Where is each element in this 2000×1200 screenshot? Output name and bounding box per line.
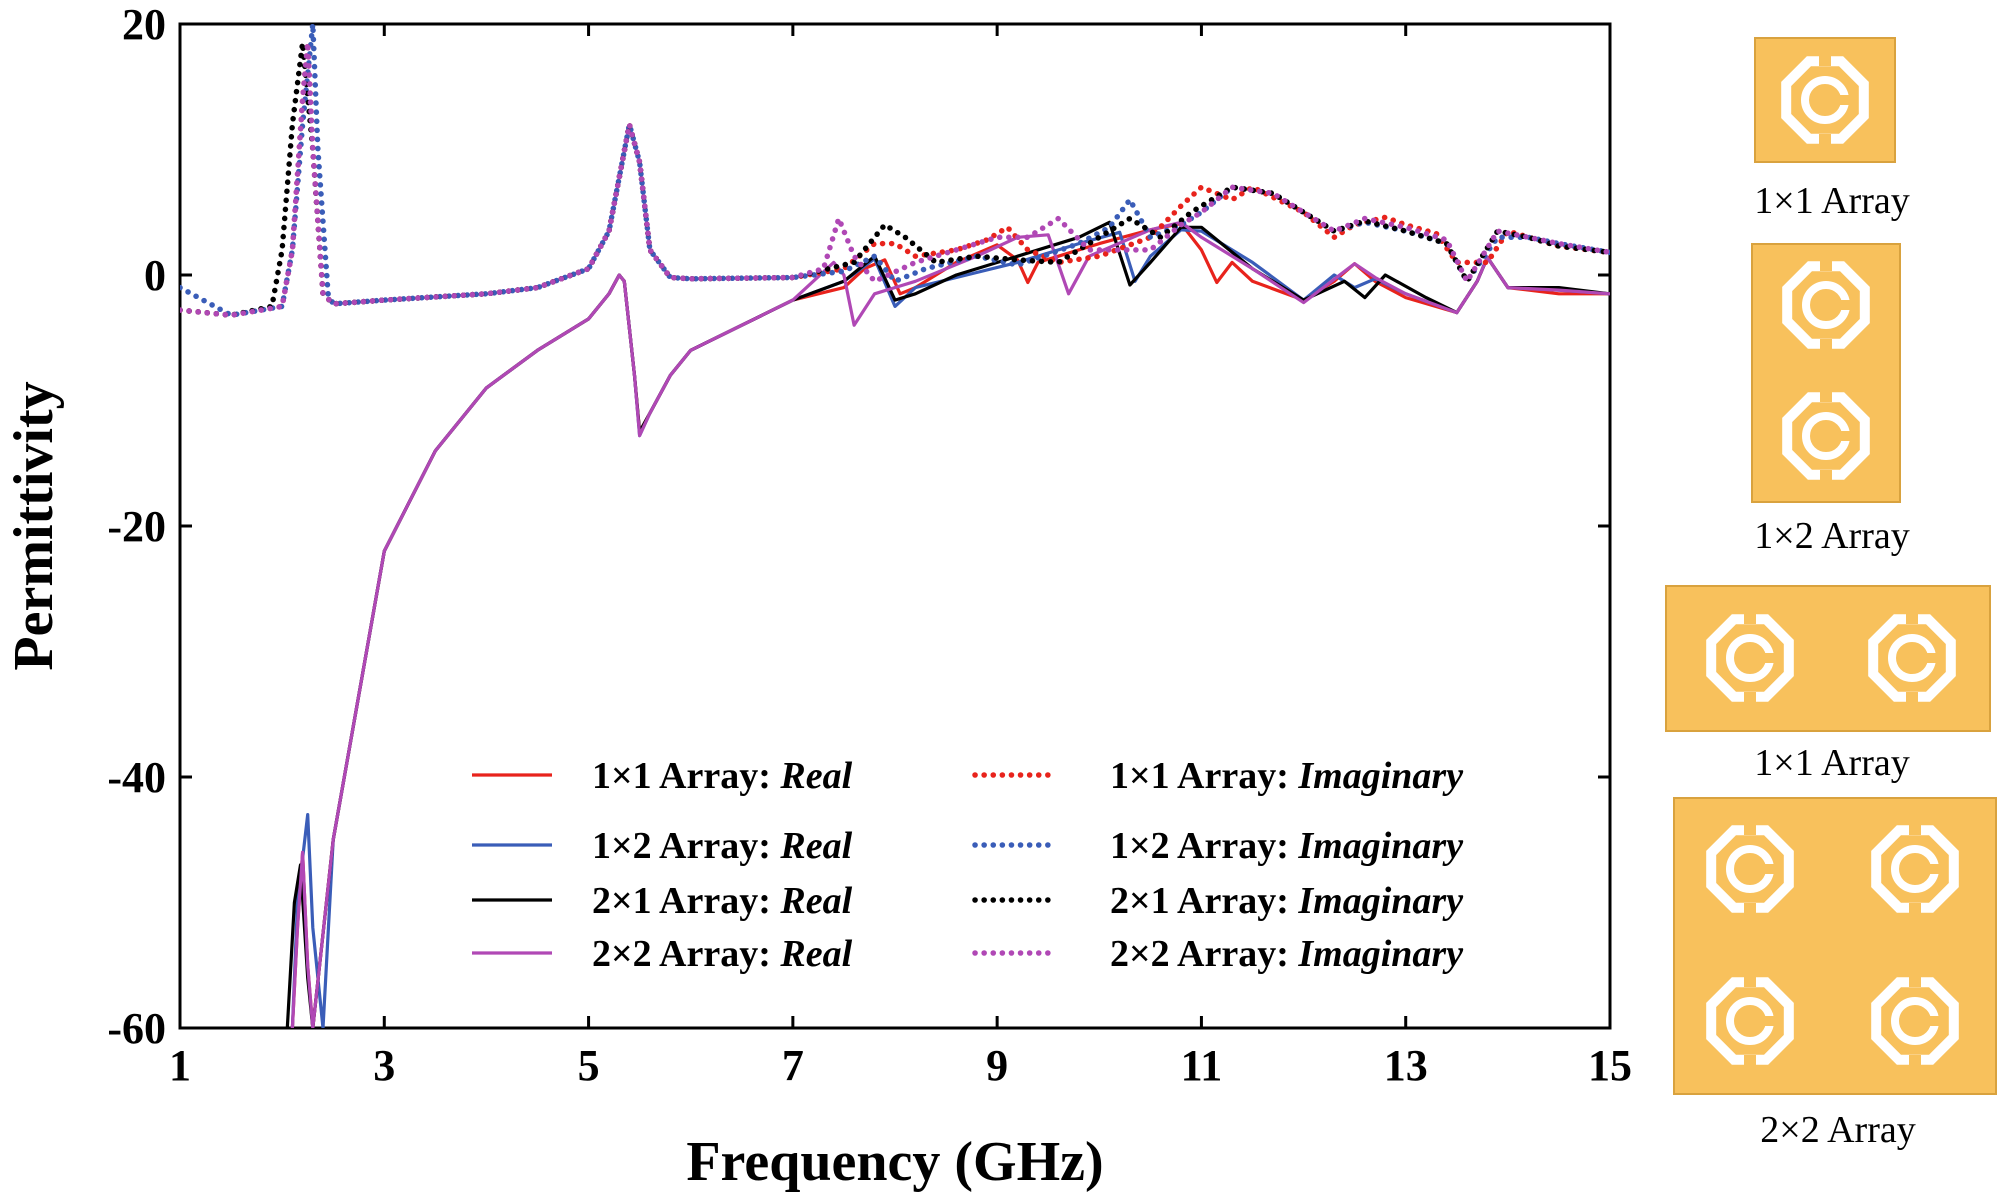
legend-label: 1×2 Array: Imaginary (1110, 825, 1463, 867)
legend-label: 1×1 Array: Real (592, 755, 853, 797)
legend-label: 2×1 Array: Real (592, 880, 853, 922)
y-tick-label: 0 (144, 251, 166, 300)
array-1x2-image (1751, 243, 1901, 503)
caption-1x2-array: 1×2 Array (1754, 515, 1909, 557)
legend-entry-1x1-array-imaginary: 1×1 Array: Imaginary (972, 755, 1463, 797)
split-ring-resonator (1781, 48, 1869, 152)
split-ring-resonator (1868, 606, 1956, 710)
legend-entry-1x2-array-imaginary: 1×2 Array: Imaginary (972, 825, 1463, 867)
split-ring-resonator (1871, 817, 1959, 921)
y-tick-label: -40 (107, 753, 166, 802)
y-tick-label: 20 (122, 0, 166, 49)
series-2x1-array-imaginary (180, 40, 1610, 318)
array-illustrations: 1×1 Array 1×2 Array 1×1 Array 2×2 Array (1665, 37, 1997, 1151)
x-tick-label: 13 (1384, 1041, 1428, 1090)
legend-entry-1x2-array-real: 1×2 Array: Real (472, 825, 853, 867)
x-tick-label: 5 (578, 1041, 600, 1090)
split-ring-resonator (1706, 817, 1794, 921)
legend-label: 2×2 Array: Real (592, 933, 853, 975)
x-tick-label: 15 (1588, 1041, 1632, 1090)
x-tick-label: 3 (373, 1041, 395, 1090)
split-ring-resonator (1871, 969, 1959, 1073)
series-1x1-array-imaginary (180, 40, 1610, 318)
caption-2x1-array: 1×1 Array (1754, 742, 1909, 784)
y-axis-title: Permittivity (3, 381, 65, 670)
legend-entry-1x1-array-real: 1×1 Array: Real (472, 755, 853, 797)
x-tick-label: 7 (782, 1041, 804, 1090)
legend-label: 1×2 Array: Real (592, 825, 853, 867)
legend: 1×1 Array: Real 1×2 Array: Real 2×1 Array:… (472, 755, 1463, 975)
split-ring-resonator (1706, 606, 1794, 710)
y-tick-label: -60 (107, 1004, 166, 1053)
x-axis-title: Frequency (GHz) (686, 1131, 1103, 1193)
legend-label: 2×2 Array: Imaginary (1110, 933, 1463, 975)
split-ring-resonator (1782, 384, 1870, 488)
x-tick-label: 1 (169, 1041, 191, 1090)
series-2x2-array-real (290, 220, 1610, 1028)
series-2x2-array-imaginary (180, 40, 1610, 318)
split-ring-resonator (1706, 969, 1794, 1073)
caption-2x2-array: 2×2 Array (1760, 1109, 1915, 1151)
split-ring-resonator (1782, 253, 1870, 357)
series-layer (180, 24, 1610, 1028)
legend-entry-2x1-array-real: 2×1 Array: Real (472, 880, 853, 922)
legend-label: 2×1 Array: Imaginary (1110, 880, 1463, 922)
legend-entry-2x2-array-real: 2×2 Array: Real (472, 933, 853, 975)
plot-frame (178, 22, 1612, 1030)
legend-entry-2x2-array-imaginary: 2×2 Array: Imaginary (972, 933, 1463, 975)
caption-1x1-array: 1×1 Array (1754, 180, 1909, 222)
array-1x1-image (1754, 37, 1896, 163)
legend-entry-2x1-array-imaginary: 2×1 Array: Imaginary (972, 880, 1463, 922)
y-tick-label: -20 (107, 502, 166, 551)
x-tick-label: 11 (1181, 1041, 1223, 1090)
legend-label: 1×1 Array: Imaginary (1110, 755, 1463, 797)
array-2x1-image (1665, 585, 1991, 732)
x-tick-label: 9 (986, 1041, 1008, 1090)
array-2x2-image (1673, 797, 1997, 1095)
